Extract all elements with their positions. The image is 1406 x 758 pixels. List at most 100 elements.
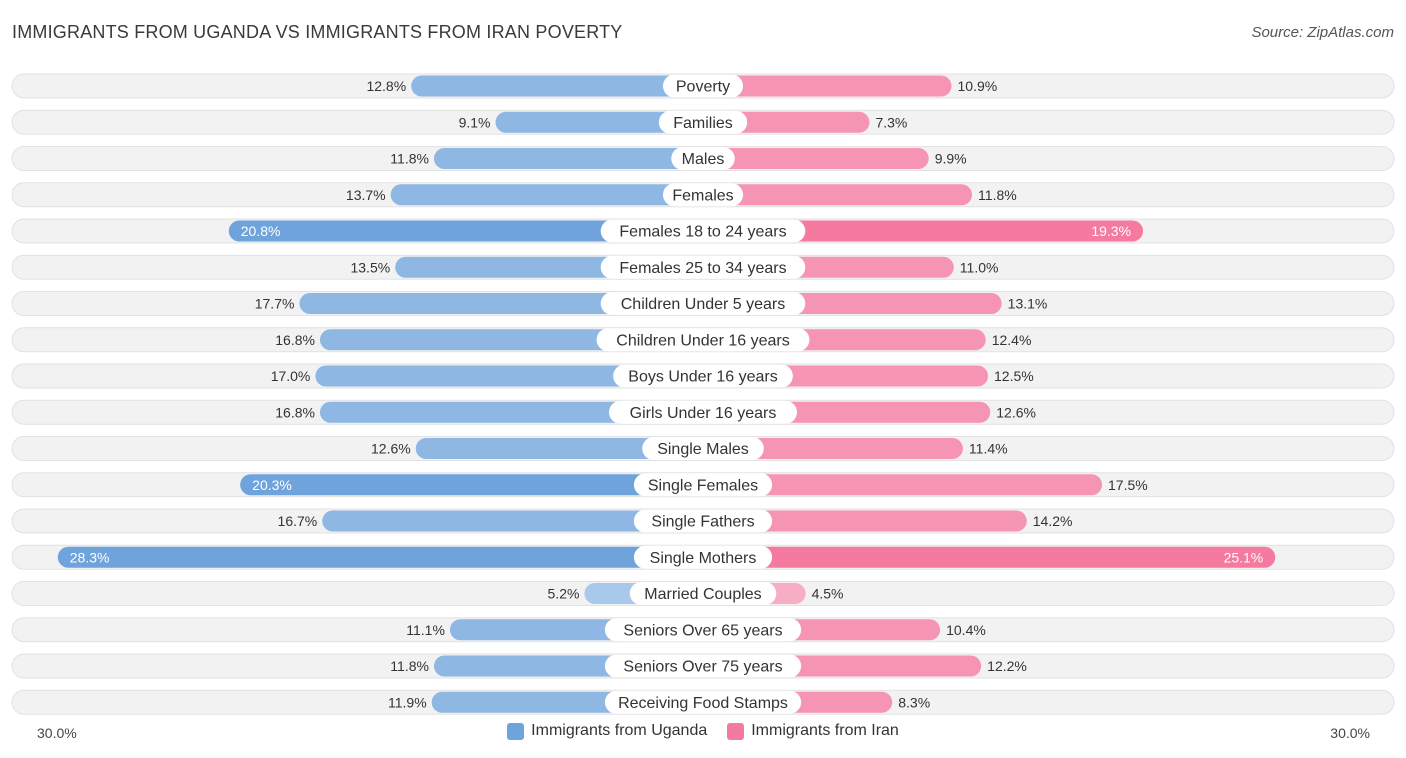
value-label-iran: 25.1% [1224,549,1264,565]
category-pill [600,219,806,243]
category-pill [662,183,744,207]
bar-uganda [415,438,713,459]
value-label-uganda: 11.8% [390,658,429,674]
value-label-iran: 19.3% [1091,223,1131,239]
bar-uganda [228,220,713,242]
category-label: Girls Under 16 years [630,405,777,422]
category-label: Married Couples [644,586,761,603]
value-label-uganda: 16.7% [278,513,318,529]
bar-iran [693,184,973,206]
category-pill [633,545,773,569]
value-label-uganda: 13.5% [350,259,390,275]
value-label-uganda: 17.7% [255,296,295,312]
value-label-uganda: 11.1% [406,622,445,638]
value-label-uganda: 16.8% [275,404,315,420]
category-pill [642,437,764,460]
legend: Immigrants from Uganda Immigrants from I… [0,722,1406,740]
category-label: Children Under 5 years [621,296,786,313]
value-label-uganda: 28.3% [70,549,110,565]
category-label: Seniors Over 75 years [623,659,782,676]
category-pill [604,690,802,714]
category-pill [600,255,806,279]
category-pill [633,473,773,497]
value-label-iran: 11.8% [978,187,1017,203]
bar-uganda [322,510,713,532]
category-label: Single Mothers [650,550,757,567]
bar-iran [693,75,952,97]
category-pill [658,110,748,134]
source-label: Source: ZipAtlas.com [1251,24,1394,41]
bar-iran [693,546,1276,568]
bar-uganda [240,474,713,496]
bar-uganda [390,184,713,206]
value-label-iran: 9.9% [935,151,967,167]
legend-swatch-uganda [507,722,525,740]
bar-iran [693,220,1144,242]
value-label-iran: 12.5% [994,368,1034,384]
category-label: Single Fathers [651,514,754,531]
value-label-iran: 13.1% [1008,296,1048,312]
bar-iran [693,474,1102,496]
value-label-iran: 17.5% [1108,477,1148,493]
value-label-uganda: 9.1% [459,114,491,130]
bar-iran [693,510,1027,532]
category-label: Females 18 to 24 years [619,224,786,241]
category-label: Single Females [648,477,758,494]
legend-item-iran[interactable]: Immigrants from Iran [727,722,899,740]
category-pill [604,618,802,642]
legend-swatch-iran [727,722,745,740]
bar-uganda [57,546,713,568]
category-label: Males [682,151,725,168]
value-label-iran: 7.3% [875,114,907,130]
bar-uganda [495,111,713,133]
value-label-iran: 11.4% [969,441,1008,457]
value-label-iran: 14.2% [1033,513,1073,529]
value-label-uganda: 5.2% [548,586,580,602]
bar-uganda [433,148,713,169]
category-pill [629,582,777,605]
category-label: Seniors Over 65 years [623,622,782,639]
category-pill [609,400,797,424]
bar-iran [693,148,929,169]
value-label-iran: 12.2% [987,658,1027,674]
category-pill [613,364,793,388]
value-label-uganda: 13.7% [346,187,386,203]
category-label: Children Under 16 years [616,332,789,349]
category-pill [662,74,744,98]
value-label-iran: 12.4% [992,332,1032,348]
category-label: Families [673,115,733,132]
value-label-uganda: 16.8% [275,332,315,348]
category-label: Poverty [676,79,730,96]
legend-label-uganda: Immigrants from Uganda [531,722,708,739]
value-label-iran: 8.3% [898,694,930,710]
value-label-uganda: 17.0% [271,368,311,384]
bar-uganda [411,75,713,97]
value-label-iran: 12.6% [996,404,1036,420]
value-label-uganda: 11.9% [388,694,427,710]
category-label: Receiving Food Stamps [618,695,788,712]
value-label-uganda: 12.8% [366,78,406,94]
category-pill [596,328,810,352]
category-pill [671,147,735,170]
value-label-iran: 10.9% [958,78,998,94]
category-pill [633,509,773,533]
category-label: Boys Under 16 years [628,369,777,386]
axis-right-label: 30.0% [1330,725,1370,741]
legend-item-uganda[interactable]: Immigrants from Uganda [507,722,707,740]
legend-label-iran: Immigrants from Iran [751,722,899,739]
category-pill [604,654,802,678]
chart-title: IMMIGRANTS FROM UGANDA VS IMMIGRANTS FRO… [12,22,623,42]
category-label: Single Males [657,441,749,458]
value-label-iran: 11.0% [960,259,999,275]
axis-left-label: 30.0% [37,725,77,741]
category-label: Females 25 to 34 years [619,260,786,277]
value-label-uganda: 20.8% [241,223,281,239]
value-label-iran: 10.4% [946,622,986,638]
bar-uganda [315,365,713,387]
value-label-iran: 4.5% [812,586,844,602]
category-pill [600,292,806,315]
value-label-uganda: 11.8% [390,151,429,167]
value-label-uganda: 12.6% [371,441,411,457]
value-label-uganda: 20.3% [252,477,292,493]
